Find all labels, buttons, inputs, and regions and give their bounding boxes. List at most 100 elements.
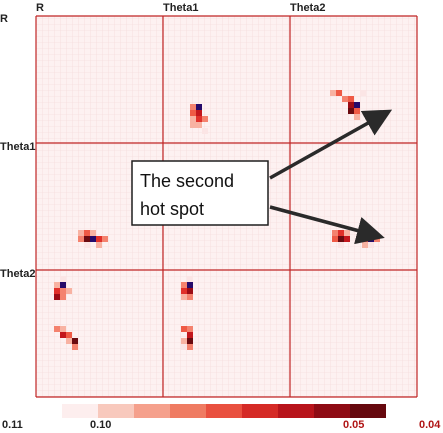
- colorbar-swatch: [314, 404, 350, 418]
- hot-cell: [84, 230, 90, 236]
- hot-cell: [202, 116, 208, 122]
- hot-cell: [78, 236, 84, 242]
- hot-cell: [196, 116, 202, 122]
- annotation-arrow-upper: [269, 109, 393, 180]
- hot-cell: [342, 96, 348, 102]
- hot-cell: [96, 242, 102, 248]
- hot-cell: [332, 230, 338, 236]
- hot-cell: [187, 338, 193, 344]
- hot-cell: [187, 344, 193, 350]
- hot-cell: [60, 326, 66, 332]
- hot-cell: [338, 236, 344, 242]
- annotation-callout: The second hot spot: [131, 109, 393, 245]
- hot-cell: [72, 338, 78, 344]
- colorbar-tick-1: 0.10: [90, 419, 111, 431]
- hot-cell: [54, 326, 60, 332]
- panel-r-r: [36, 16, 163, 143]
- hot-cell: [338, 230, 344, 236]
- hot-cell: [60, 332, 66, 338]
- hot-cell: [190, 116, 196, 122]
- hot-cell: [181, 326, 187, 332]
- hot-cell: [354, 102, 360, 108]
- hot-cell: [354, 114, 360, 120]
- hot-cell: [336, 90, 342, 96]
- hot-cell: [96, 236, 102, 242]
- hot-cell: [66, 338, 72, 344]
- annotation-text-line1: The second: [140, 171, 234, 191]
- hot-cell: [190, 122, 196, 128]
- colorbar-tick-3: 0.04: [419, 419, 441, 431]
- panel-r-theta1: [163, 16, 290, 143]
- hot-cell: [60, 288, 66, 294]
- colorbar-swatch: [278, 404, 314, 418]
- hot-cell: [54, 282, 60, 288]
- hot-cell: [362, 236, 368, 242]
- annotation-arrow-lower: [269, 205, 385, 245]
- hot-cell: [54, 294, 60, 300]
- hot-cell: [332, 236, 338, 242]
- panel-r-theta2: [290, 16, 417, 143]
- panel-borders: [35, 15, 418, 398]
- col-label-theta1: Theta1: [163, 2, 198, 14]
- hot-cell: [202, 128, 208, 134]
- hot-cell: [181, 338, 187, 344]
- colorbar-swatch: [134, 404, 170, 418]
- hot-cell: [368, 236, 374, 242]
- colorbar-tick-2: 0.05: [343, 419, 364, 431]
- hot-cell: [348, 96, 354, 102]
- hot-cell: [187, 288, 193, 294]
- col-label-r: R: [36, 2, 44, 14]
- hot-cell: [181, 344, 187, 350]
- hot-cell: [187, 294, 193, 300]
- hot-cell: [344, 236, 350, 242]
- hot-cell: [330, 90, 336, 96]
- hot-cell: [60, 294, 66, 300]
- hot-cell: [360, 90, 366, 96]
- hot-cell: [72, 344, 78, 350]
- hot-cell: [354, 108, 360, 114]
- hot-cell: [66, 332, 72, 338]
- annotation-text-line2: hot spot: [140, 199, 204, 219]
- hot-cell: [187, 332, 193, 338]
- hot-cell: [362, 242, 368, 248]
- hot-cell: [54, 288, 60, 294]
- colorbar-swatch: [242, 404, 278, 418]
- hot-cell: [60, 276, 66, 282]
- row-label-theta1: Theta1: [0, 141, 35, 153]
- hot-cell: [348, 108, 354, 114]
- hot-cell: [187, 326, 193, 332]
- colorbar-swatch: [350, 404, 386, 418]
- hot-cell: [181, 294, 187, 300]
- annotation-box: [131, 160, 269, 226]
- hot-cell: [181, 288, 187, 294]
- hot-cell: [338, 242, 344, 248]
- colorbar-swatch: [62, 404, 98, 418]
- hot-cell: [356, 236, 362, 242]
- panel-theta1-theta2: [290, 143, 417, 270]
- hot-cell: [84, 236, 90, 242]
- panel-theta2-theta2: [290, 270, 417, 397]
- hot-cell: [78, 230, 84, 236]
- col-label-theta2: Theta2: [290, 2, 325, 14]
- colorbar-swatch: [206, 404, 242, 418]
- hot-cell: [90, 236, 96, 242]
- hot-cell: [60, 282, 66, 288]
- hot-cell: [66, 288, 72, 294]
- colorbar: [62, 404, 386, 418]
- hot-cell: [187, 282, 193, 288]
- hot-cell: [196, 122, 202, 128]
- row-label-r: R: [0, 13, 8, 25]
- hot-cell: [84, 242, 90, 248]
- hot-cell: [190, 110, 196, 116]
- colorbar-swatch: [98, 404, 134, 418]
- hot-cell: [344, 230, 350, 236]
- hot-cell: [90, 230, 96, 236]
- row-label-theta2: Theta2: [0, 268, 35, 280]
- hot-cell: [196, 110, 202, 116]
- hot-cell: [181, 282, 187, 288]
- hot-cell: [348, 102, 354, 108]
- hot-cell: [368, 242, 374, 248]
- colorbar-tick-0: 0.11: [2, 419, 23, 431]
- hot-cell: [102, 236, 108, 242]
- hot-cell: [196, 104, 202, 110]
